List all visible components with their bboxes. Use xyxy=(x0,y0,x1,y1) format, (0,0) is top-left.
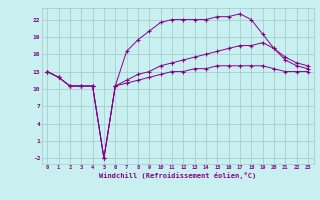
X-axis label: Windchill (Refroidissement éolien,°C): Windchill (Refroidissement éolien,°C) xyxy=(99,172,256,179)
